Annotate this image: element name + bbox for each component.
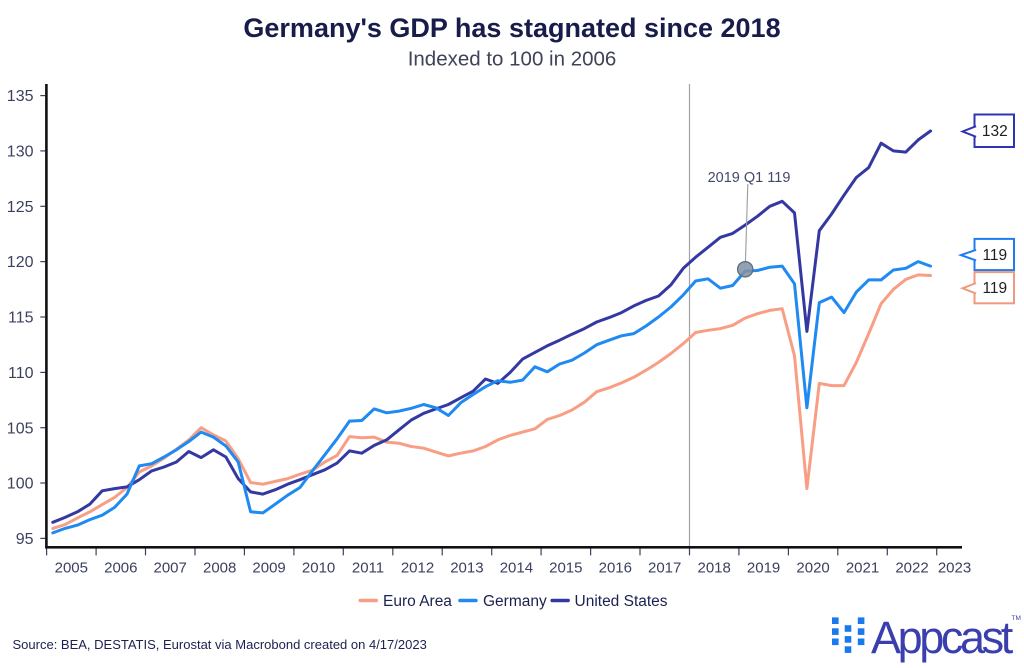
svg-text:105: 105 [7,420,34,437]
svg-text:95: 95 [16,531,34,548]
svg-text:2007: 2007 [154,560,187,577]
svg-text:2011: 2011 [352,560,384,577]
svg-text:130: 130 [7,144,34,161]
svg-text:100: 100 [7,476,34,493]
svg-text:2019 Q1 119: 2019 Q1 119 [708,170,791,186]
svg-text:TM: TM [1012,615,1021,622]
svg-text:2012: 2012 [401,560,434,577]
svg-text:Germany's GDP has stagnated si: Germany's GDP has stagnated since 2018 [243,13,780,43]
svg-text:2022: 2022 [895,560,928,577]
svg-text:119: 119 [982,280,1007,297]
svg-text:119: 119 [982,247,1007,264]
svg-text:2016: 2016 [599,560,632,577]
svg-text:2020: 2020 [796,560,829,577]
svg-text:2006: 2006 [104,560,137,577]
svg-text:2023: 2023 [938,560,971,577]
svg-text:2018: 2018 [698,560,731,577]
svg-text:120: 120 [7,254,34,271]
svg-text:132: 132 [982,123,1008,140]
svg-text:2005: 2005 [55,560,88,577]
svg-text:2014: 2014 [500,560,533,577]
svg-text:2013: 2013 [450,560,483,577]
svg-text:125: 125 [7,199,34,216]
svg-text:2008: 2008 [203,560,236,577]
svg-text:2017: 2017 [648,560,681,577]
svg-text:2009: 2009 [252,560,285,577]
svg-text:2019: 2019 [747,560,780,577]
svg-text:115: 115 [8,310,34,327]
svg-text:110: 110 [8,365,34,382]
svg-text:2015: 2015 [549,560,582,577]
svg-text:United States: United States [575,593,668,610]
svg-text:Appcast: Appcast [871,612,1014,663]
svg-text:2010: 2010 [302,560,335,577]
svg-text:Germany: Germany [483,593,547,610]
svg-text:2021: 2021 [846,560,879,577]
svg-text:Euro Area: Euro Area [383,593,452,610]
svg-text:135: 135 [7,88,34,105]
svg-text:Indexed to 100 in 2006: Indexed to 100 in 2006 [408,48,617,71]
svg-text:Source: BEA, DESTATIS, Eurosta: Source: BEA, DESTATIS, Eurostat via Macr… [13,637,427,652]
